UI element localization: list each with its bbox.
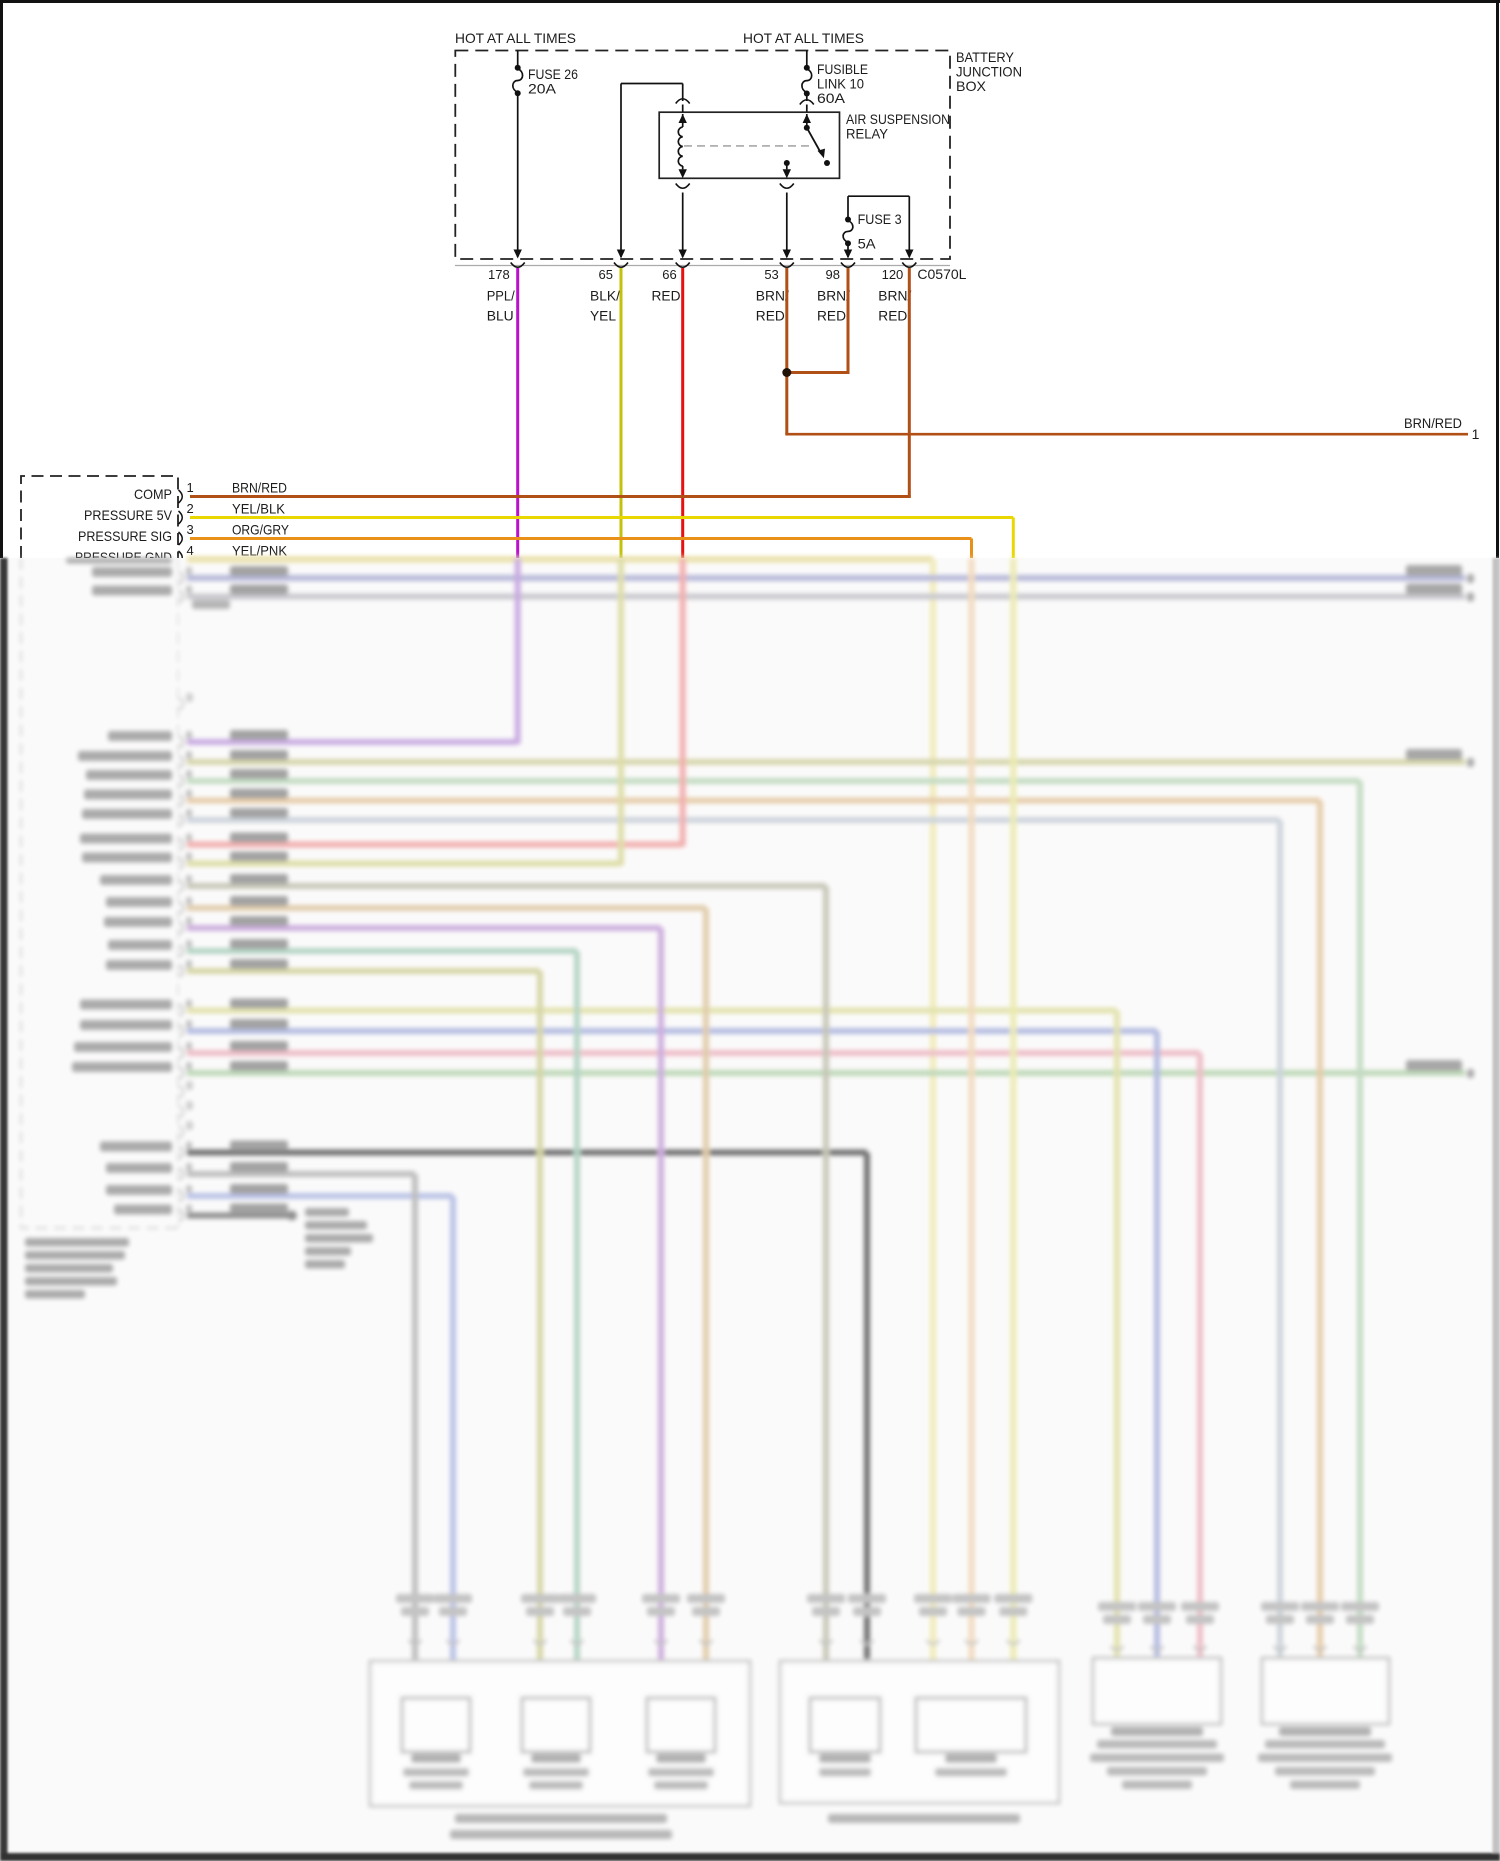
svg-text:BRN/: BRN/ <box>756 288 789 304</box>
svg-text:JUNCTION: JUNCTION <box>956 64 1022 80</box>
svg-text:2: 2 <box>187 501 194 516</box>
svg-text:ORG/GRY: ORG/GRY <box>232 522 290 538</box>
svg-text:4: 4 <box>187 543 194 558</box>
svg-text:FUSE 3: FUSE 3 <box>858 211 902 227</box>
svg-text:BLU: BLU <box>487 308 514 324</box>
svg-text:65: 65 <box>599 267 613 282</box>
svg-text:BOX: BOX <box>956 78 987 94</box>
svg-text:YEL/PNK: YEL/PNK <box>232 543 288 559</box>
svg-text:PRESSURE SIG: PRESSURE SIG <box>78 528 172 544</box>
svg-text:YEL/BLK: YEL/BLK <box>232 501 286 517</box>
svg-text:RED: RED <box>756 308 785 324</box>
svg-text:HOT AT ALL TIMES: HOT AT ALL TIMES <box>455 30 576 46</box>
svg-text:HOT AT ALL TIMES: HOT AT ALL TIMES <box>743 30 864 46</box>
svg-text:98: 98 <box>826 267 840 282</box>
svg-text:BRN/: BRN/ <box>817 288 850 304</box>
svg-text:5A: 5A <box>858 236 877 252</box>
svg-text:BLK/: BLK/ <box>590 288 620 304</box>
svg-text:COMP: COMP <box>134 486 172 502</box>
svg-text:120: 120 <box>882 267 904 282</box>
svg-text:FUSE 26: FUSE 26 <box>528 66 578 82</box>
svg-text:LINK 10: LINK 10 <box>817 76 864 92</box>
svg-text:YEL: YEL <box>590 308 616 324</box>
svg-text:RED: RED <box>878 308 907 324</box>
svg-text:BRN/RED: BRN/RED <box>232 480 287 496</box>
svg-text:1: 1 <box>187 480 194 495</box>
svg-text:C0570L: C0570L <box>917 266 966 282</box>
svg-text:AIR SUSPENSION: AIR SUSPENSION <box>846 111 950 127</box>
svg-text:60A: 60A <box>817 90 846 106</box>
svg-text:PRESSURE 5V: PRESSURE 5V <box>84 507 173 523</box>
svg-text:PPL/: PPL/ <box>487 288 515 304</box>
svg-text:178: 178 <box>488 267 510 282</box>
svg-text:RED: RED <box>652 288 681 304</box>
svg-text:1: 1 <box>1472 426 1480 442</box>
svg-text:RELAY: RELAY <box>846 126 889 142</box>
svg-text:FUSIBLE: FUSIBLE <box>817 61 868 77</box>
svg-text:53: 53 <box>764 267 778 282</box>
svg-text:BRN/: BRN/ <box>878 288 911 304</box>
svg-text:3: 3 <box>187 522 194 537</box>
svg-text:66: 66 <box>662 267 676 282</box>
svg-text:RED: RED <box>817 308 846 324</box>
svg-text:20A: 20A <box>528 81 557 97</box>
svg-text:BATTERY: BATTERY <box>956 49 1015 65</box>
svg-text:BRN/RED: BRN/RED <box>1404 415 1462 431</box>
